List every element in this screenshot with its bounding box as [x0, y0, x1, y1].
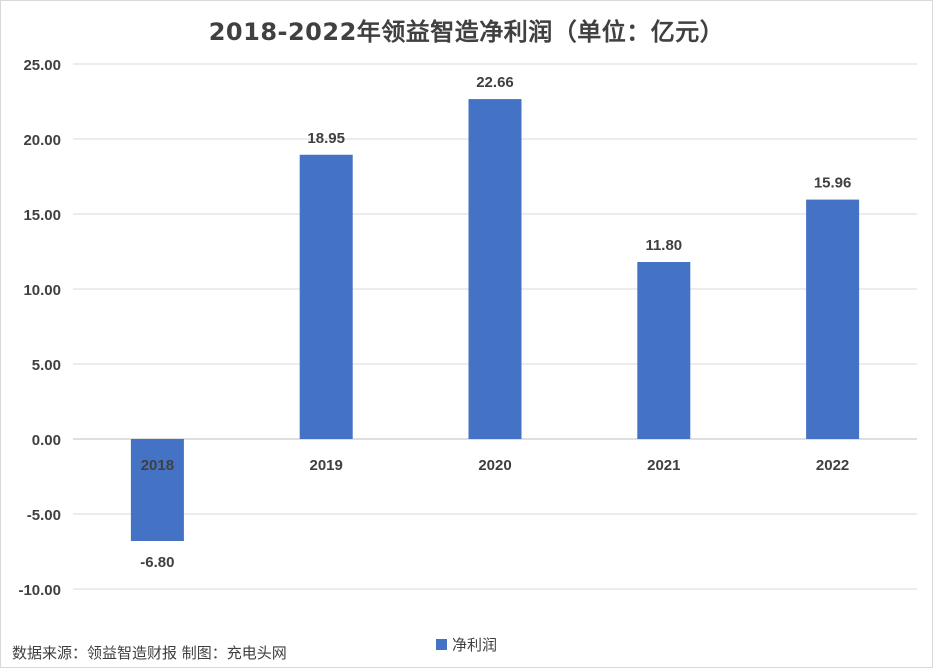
bar — [637, 262, 691, 439]
bar — [130, 439, 184, 541]
y-tick-label: -5.00 — [27, 507, 61, 524]
y-tick-label: 5.00 — [32, 357, 61, 374]
legend-swatch — [436, 639, 447, 650]
x-tick-label: 2022 — [816, 457, 849, 474]
data-label: -6.80 — [140, 554, 174, 571]
x-tick-label: 2018 — [141, 457, 174, 474]
y-tick-label: 20.00 — [23, 132, 61, 149]
source-note: 数据来源：领益智造财报 制图：充电头网 — [12, 644, 287, 662]
y-tick-label: 25.00 — [23, 57, 61, 74]
data-label: 15.96 — [814, 175, 852, 192]
bar — [299, 154, 353, 439]
legend: 净利润 — [436, 634, 497, 655]
bar — [468, 99, 522, 439]
chart-title: 2018-2022年领益智造净利润（单位：亿元） — [208, 18, 725, 46]
data-label: 22.66 — [476, 74, 514, 91]
x-tick-label: 2021 — [647, 457, 680, 474]
data-label: 18.95 — [307, 130, 345, 147]
legend-label: 净利润 — [452, 636, 498, 654]
data-label: 11.80 — [645, 237, 682, 254]
bar — [806, 199, 860, 439]
y-tick-label: 10.00 — [23, 282, 61, 299]
x-tick-label: 2019 — [310, 457, 343, 474]
y-tick-label: -10.00 — [18, 582, 61, 599]
y-tick-label: 15.00 — [23, 207, 61, 224]
y-tick-label: 0.00 — [32, 432, 61, 449]
x-tick-label: 2020 — [478, 457, 511, 474]
